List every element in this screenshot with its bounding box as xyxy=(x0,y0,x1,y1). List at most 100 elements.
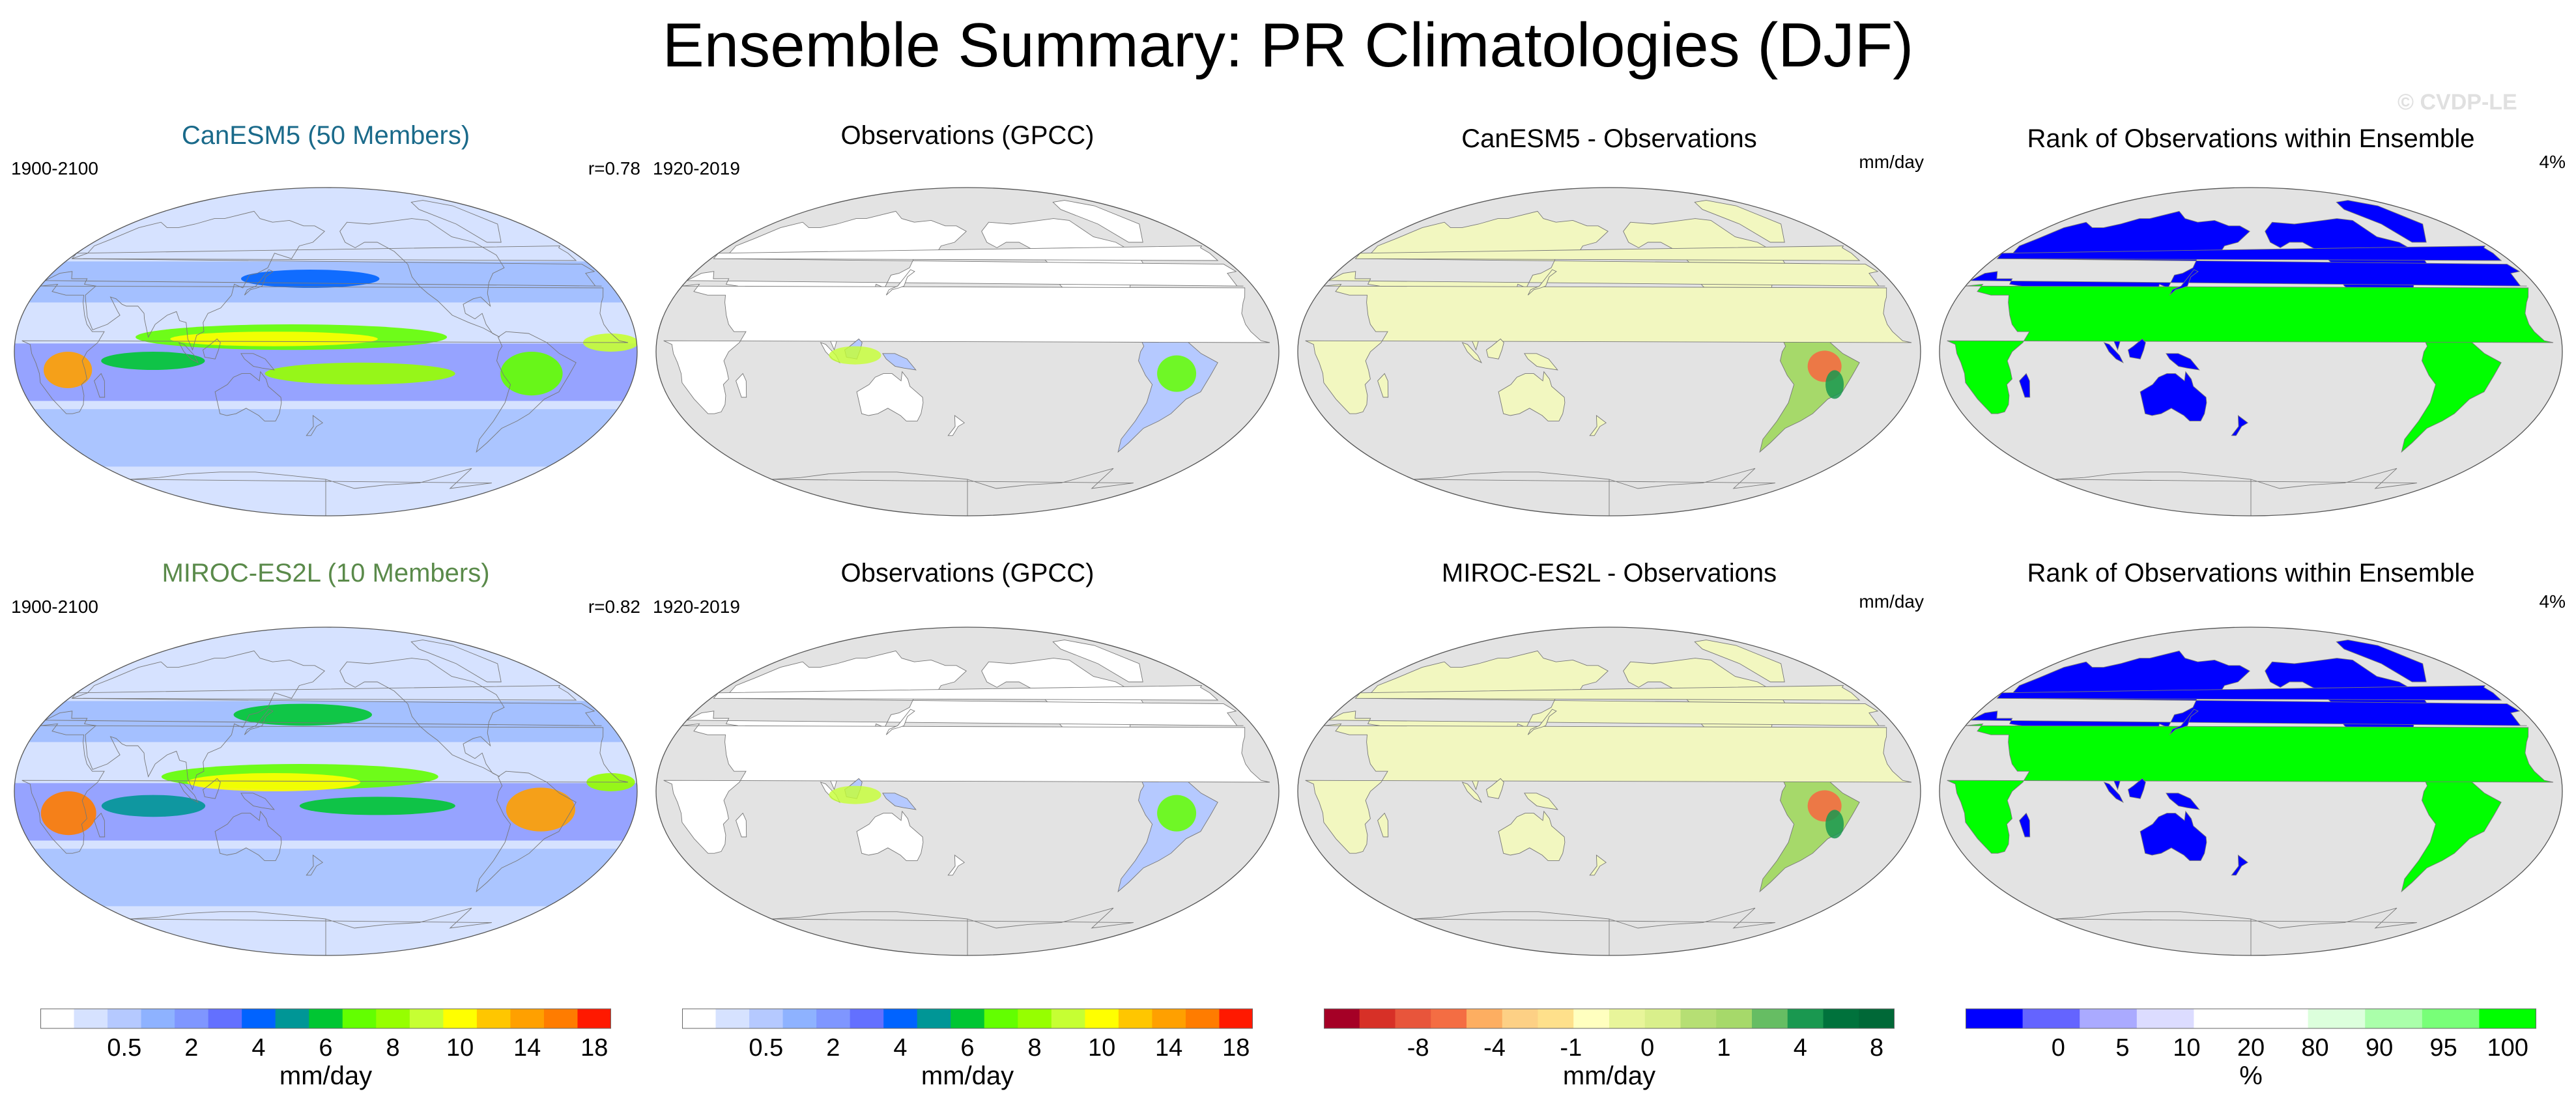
colorbar-swatch xyxy=(1787,1009,1824,1028)
colorbar-swatch xyxy=(917,1009,951,1028)
colorbar-swatch xyxy=(850,1009,884,1028)
coastline-new-guinea xyxy=(882,353,917,371)
map-border xyxy=(1297,627,1921,956)
coastline-japan xyxy=(885,709,915,735)
precip-feature xyxy=(829,346,881,365)
panel-obs-row1: Observations (GPCC) 1920-2019 xyxy=(651,117,1283,541)
coastline-japan xyxy=(2169,269,2199,296)
precip-band xyxy=(14,409,637,467)
coastline-madagascar xyxy=(736,812,747,838)
map-model-row1 xyxy=(14,187,638,516)
panel-title: Observations (GPCC) xyxy=(840,559,1095,587)
coastline-sumatra xyxy=(178,782,199,803)
coastline-sumatra xyxy=(1461,782,1482,803)
colorbar-tick-label: -8 xyxy=(1407,1034,1429,1062)
colorbar-swatch xyxy=(1752,1009,1788,1028)
colorbar-swatch xyxy=(1359,1009,1395,1028)
coastline-africa xyxy=(1305,723,1912,854)
map-layer xyxy=(1298,627,1921,955)
colorbar-tick-label: 8 xyxy=(1027,1034,1042,1062)
coastline-eurasia xyxy=(45,210,602,351)
pattern-correlation-label: r=0.82 xyxy=(588,597,640,617)
colorbar-tick-label: 4 xyxy=(893,1034,908,1062)
colorbar-swatch xyxy=(2194,1009,2252,1028)
coastline-new-zealand xyxy=(2231,854,2249,876)
colorbar-swatches xyxy=(682,1008,1253,1029)
colorbar-swatch xyxy=(409,1009,444,1028)
watermark: © CVDP-LE xyxy=(2397,90,2517,115)
colorbar-swatch xyxy=(883,1009,918,1028)
colorbar-swatch xyxy=(175,1009,209,1028)
coastline-madagascar xyxy=(94,812,106,838)
coastline-new-zealand xyxy=(947,415,966,436)
colorbar-swatch xyxy=(2422,1009,2480,1028)
coastline-borneo xyxy=(202,778,221,799)
coastline-uk xyxy=(713,246,1219,261)
map-layer xyxy=(14,188,637,516)
map-border xyxy=(655,627,1280,956)
colorbar-difference: -8 -4 -1 0 1 4 8 mm/day xyxy=(1324,1008,1895,1099)
colorbar-swatch xyxy=(1467,1009,1503,1028)
colorbar-tick-label: 4 xyxy=(1793,1034,1807,1062)
colorbar-tick-label: 18 xyxy=(580,1034,608,1062)
coastline-sumatra xyxy=(178,342,199,363)
coastline-new-zealand xyxy=(306,854,324,876)
coastline-south-america xyxy=(476,331,577,453)
coastline-new-zealand xyxy=(1589,415,1607,436)
colorbar-swatch xyxy=(2022,1009,2080,1028)
colorbar-swatch xyxy=(74,1009,108,1028)
colorbar-tick-label: 80 xyxy=(2301,1034,2329,1062)
coastline-australia xyxy=(2140,371,2207,421)
coastline-uk xyxy=(71,246,577,261)
precip-feature xyxy=(187,773,361,791)
coastline-africa xyxy=(663,723,1270,854)
coastline-australia xyxy=(214,810,282,861)
map-diff-row2 xyxy=(1297,627,1921,956)
colorbar-swatch xyxy=(1085,1009,1119,1028)
colorbar-swatches xyxy=(1324,1008,1895,1029)
precip-feature xyxy=(170,332,378,346)
coastline-greenland xyxy=(2336,200,2427,243)
colorbar-tick-label: 90 xyxy=(2365,1034,2394,1062)
coastline-australia xyxy=(856,371,924,421)
coastline-new-zealand xyxy=(2231,415,2249,436)
coastline-uk xyxy=(1996,246,2502,261)
coastline-borneo xyxy=(1485,778,1504,799)
coastline-greenland xyxy=(1694,200,1785,243)
coastline-new-guinea xyxy=(882,793,917,810)
colorbar-frame xyxy=(1966,1008,2536,1029)
colorbar-tick-label: 8 xyxy=(386,1034,400,1062)
panel-model-row1: CanESM5 (50 Members) 1900-2100 r=0.78 xyxy=(10,117,642,541)
precip-feature xyxy=(233,703,372,726)
colorbar-tick-label: 8 xyxy=(1870,1034,1884,1062)
coastline-australia xyxy=(856,810,924,861)
colorbar-tick-label: 6 xyxy=(319,1034,333,1062)
coastline-new-guinea xyxy=(2166,353,2200,371)
colorbar-swatch xyxy=(1859,1009,1895,1028)
colorbar-swatch xyxy=(1324,1009,1360,1028)
colorbar-swatch xyxy=(951,1009,985,1028)
colorbar-frame xyxy=(40,1008,611,1029)
coastline-africa xyxy=(1305,283,1912,414)
coastline-africa xyxy=(1947,283,2554,414)
colorbar-swatch xyxy=(543,1009,578,1028)
colorbar-swatch xyxy=(1219,1009,1253,1028)
coastline-madagascar xyxy=(2019,373,2031,398)
panel-rank-row2: Rank of Observations within Ensemble 4% xyxy=(1935,557,2567,980)
colorbar-swatch xyxy=(1573,1009,1610,1028)
colorbar-tick-label: 100 xyxy=(2487,1034,2528,1062)
colorbar-swatch xyxy=(1051,1009,1085,1028)
colorbar-swatch xyxy=(275,1009,309,1028)
pattern-correlation-label: r=0.78 xyxy=(588,158,640,178)
colorbar-swatch xyxy=(2479,1009,2537,1028)
precip-feature xyxy=(299,797,455,815)
coastline-new-zealand xyxy=(306,415,324,436)
colorbar-tick-label: 0 xyxy=(1640,1034,1655,1062)
coastline-new-guinea xyxy=(1524,353,1558,371)
colorbar-unit-label: % xyxy=(2239,1062,2263,1090)
colorbar-tick-label: 5 xyxy=(2115,1034,2130,1062)
colorbar-swatch xyxy=(1680,1009,1717,1028)
panel-diff-row1: CanESM5 - Observations mm/day xyxy=(1293,117,1925,541)
coastline-japan xyxy=(885,269,915,296)
colorbar-swatch xyxy=(1018,1009,1052,1028)
